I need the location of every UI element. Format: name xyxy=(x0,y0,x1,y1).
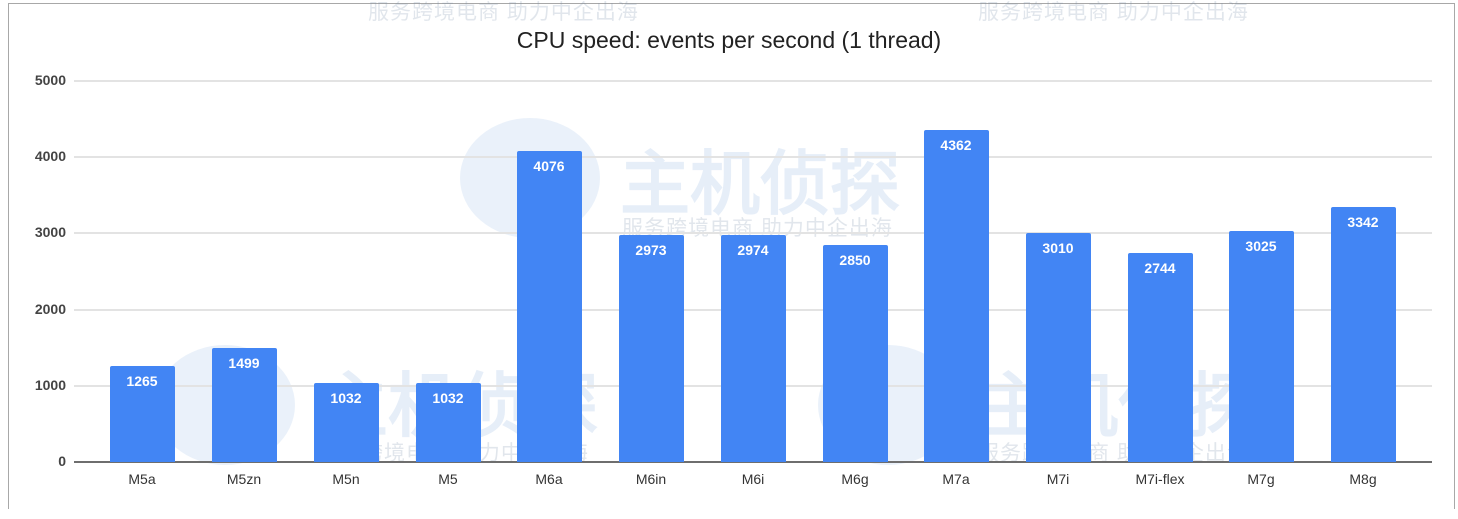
bar-value-label: 4076 xyxy=(533,158,565,175)
gridline xyxy=(74,156,1432,159)
bar-m6g[interactable]: 2850 xyxy=(822,244,888,462)
bar-m6i[interactable]: 2974 xyxy=(720,235,786,462)
bar-value-label: 3025 xyxy=(1245,238,1277,255)
x-tick-label: M6i xyxy=(741,471,765,487)
bar-m6a[interactable]: 4076 xyxy=(516,151,582,462)
bar-m7i[interactable]: 3010 xyxy=(1025,232,1091,462)
x-tick-label: M7g xyxy=(1247,471,1275,487)
y-tick-label: 5000 xyxy=(34,72,66,88)
y-tick-label: 0 xyxy=(58,453,66,469)
x-axis-baseline xyxy=(74,461,1432,463)
bar-value-label: 3342 xyxy=(1347,214,1379,231)
x-tick-label: M7i xyxy=(1046,471,1070,487)
bar-value-label: 3010 xyxy=(1042,239,1074,256)
y-tick-label: 2000 xyxy=(34,300,66,317)
x-tick-label: M8g xyxy=(1349,471,1377,487)
bar-m7i-flex[interactable]: 2744 xyxy=(1127,252,1193,462)
x-tick-label: M5zn xyxy=(226,471,262,487)
bar-m7g[interactable]: 3025 xyxy=(1228,231,1294,462)
x-tick-label: M5a xyxy=(128,471,156,487)
bar-m5a[interactable]: 1265 xyxy=(109,365,175,462)
bar-value-label: 2974 xyxy=(737,242,769,259)
y-tick-label: 3000 xyxy=(34,224,66,241)
x-tick-label: M6in xyxy=(635,471,667,487)
bar-value-label: 2850 xyxy=(839,251,871,268)
gridline xyxy=(74,80,1432,82)
x-tick-label: M6g xyxy=(841,471,869,487)
x-tick-label: M7i-flex xyxy=(1135,471,1185,487)
bar-value-label: 2973 xyxy=(635,242,667,259)
bar-value-label: 1032 xyxy=(330,390,362,407)
bar-m5[interactable]: 1032 xyxy=(415,383,481,462)
y-tick-label: 4000 xyxy=(34,148,66,165)
x-tick-label: M5n xyxy=(332,471,360,487)
bar-m8g[interactable]: 3342 xyxy=(1330,207,1396,462)
bar-value-label: 1032 xyxy=(432,390,464,407)
bar-m7a[interactable]: 4362 xyxy=(923,129,989,462)
x-tick-label: M5 xyxy=(438,471,458,487)
bar-m5n[interactable]: 1032 xyxy=(313,383,379,462)
y-tick-label: 1000 xyxy=(34,376,66,393)
bar-m5zn[interactable]: 1499 xyxy=(211,347,277,462)
gridline xyxy=(74,232,1432,235)
x-tick-label: M6a xyxy=(535,471,563,487)
bar-m6in[interactable]: 2973 xyxy=(618,235,684,462)
bar-value-label: 4362 xyxy=(940,136,972,153)
bar-value-label: 1265 xyxy=(126,372,158,389)
chart-title: CPU speed: events per second (1 thread) xyxy=(516,27,942,53)
bar-value-label: 2744 xyxy=(1144,259,1176,276)
bar-value-label: 1499 xyxy=(228,354,260,371)
x-tick-label: M7a xyxy=(942,471,970,487)
